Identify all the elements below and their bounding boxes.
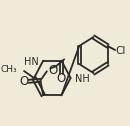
Text: CH₃: CH₃ [1, 65, 18, 73]
Text: O: O [19, 75, 29, 88]
Text: O: O [57, 72, 66, 85]
Text: HN: HN [24, 57, 39, 67]
Text: O: O [49, 64, 58, 77]
Text: NH: NH [75, 74, 90, 84]
Text: Cl: Cl [115, 46, 126, 56]
